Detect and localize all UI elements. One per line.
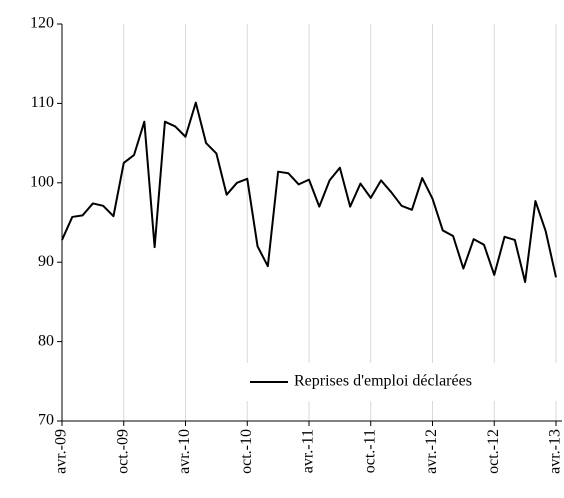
x-tick-label: avr.-11 <box>300 429 317 473</box>
y-tick-label: 120 <box>30 15 54 32</box>
y-tick-label: 100 <box>30 173 54 190</box>
x-tick-label: avr.-09 <box>53 429 70 474</box>
x-tick-label: avr.-12 <box>423 429 440 474</box>
y-tick-label: 110 <box>31 94 54 111</box>
x-tick-label: oct.-09 <box>114 429 131 474</box>
x-tick-label: oct.-10 <box>238 429 255 474</box>
y-tick-label: 70 <box>38 412 54 429</box>
legend-box <box>244 363 560 401</box>
x-tick-label: oct.-11 <box>361 429 378 473</box>
legend-label: Reprises d'emploi déclarées <box>294 373 472 390</box>
x-tick-label: avr.-13 <box>547 429 564 474</box>
x-tick-label: oct.-12 <box>485 429 502 474</box>
x-tick-label: avr.-10 <box>176 429 193 474</box>
y-tick-label: 80 <box>38 332 54 349</box>
y-tick-label: 90 <box>38 253 54 270</box>
data-line <box>61 101 557 284</box>
